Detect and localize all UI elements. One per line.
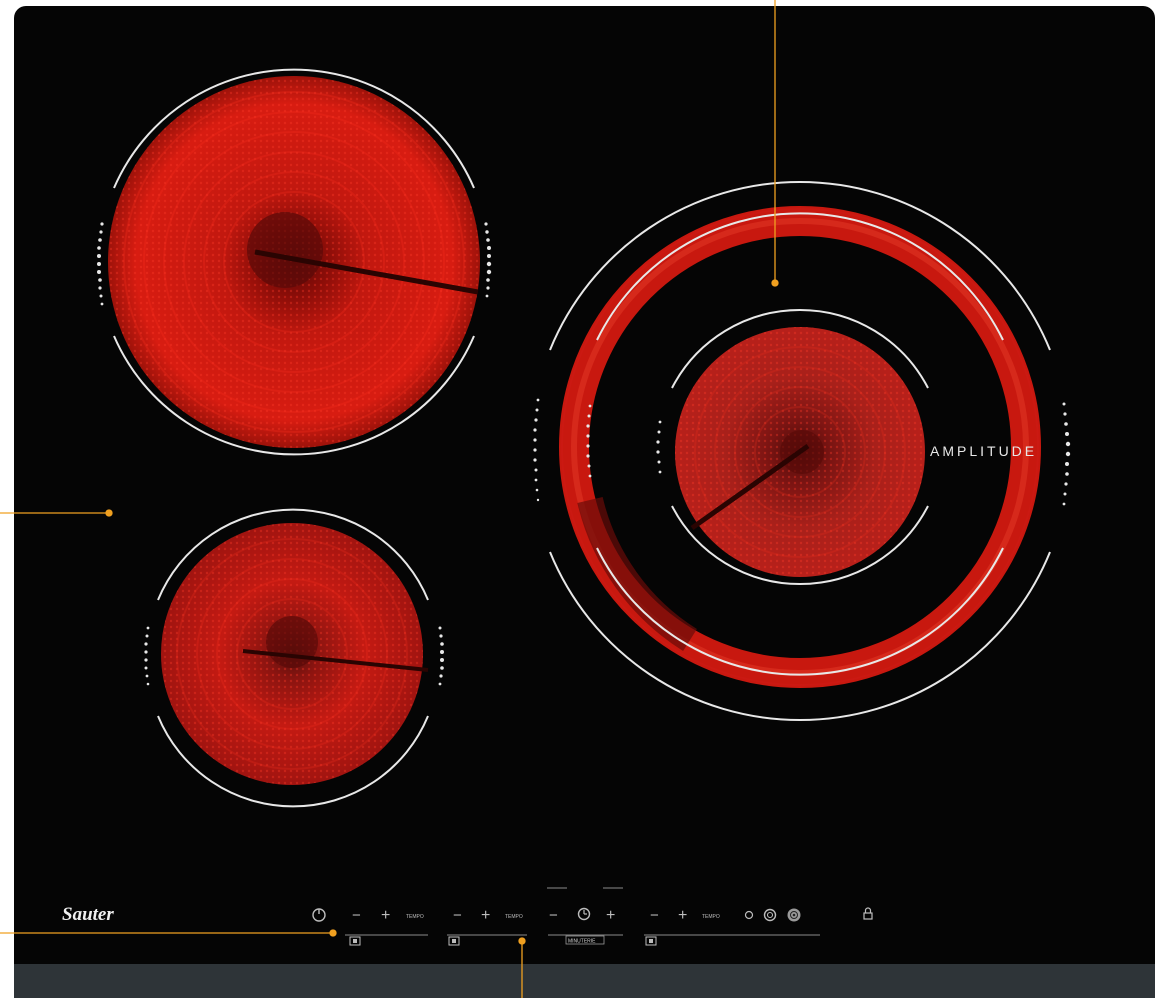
heat-level-dots-outer-left (533, 398, 540, 502)
bottom-frame-strip (14, 964, 1155, 998)
zone1-tempo-button[interactable]: TEMPO (406, 914, 424, 920)
heat-level-dots-right (1062, 402, 1071, 506)
child-lock-button[interactable] (863, 907, 873, 920)
timer-minus-button[interactable]: − (549, 907, 558, 924)
timer-plus-button[interactable]: + (606, 907, 615, 924)
zone3-tempo-button[interactable]: TEMPO (702, 914, 720, 920)
sensor-probe (254, 249, 479, 295)
zone1-display-icon (349, 936, 361, 946)
sensor-probe (690, 443, 810, 531)
zone3-display-icon (645, 936, 657, 946)
triple-ring-button[interactable] (787, 908, 801, 922)
zone2-minus-button[interactable]: − (453, 907, 462, 924)
heat-level-dots-right (438, 626, 444, 686)
double-ring-button[interactable] (763, 908, 777, 922)
zone2-display-icon (448, 936, 460, 946)
heat-level-dots-left (97, 222, 104, 306)
amplitude-label: AMPLITUDE (930, 443, 1037, 459)
zone2-tempo-button[interactable]: TEMPO (505, 914, 523, 920)
zone1-minus-button[interactable]: − (352, 907, 361, 924)
power-button[interactable] (312, 908, 326, 922)
zone-right-dual: AMPLITUDE (533, 181, 1071, 721)
timer-label-box (565, 935, 605, 945)
callouts (0, 0, 779, 998)
lock-icon (863, 912, 873, 920)
sensor-probe (242, 649, 429, 672)
zone3-plus-button[interactable]: + (678, 907, 687, 924)
timer-label: MINUTERIE (568, 939, 596, 945)
zone-bottom-left (144, 508, 444, 808)
timer-button[interactable] (577, 907, 591, 921)
heat-level-dots-left (144, 626, 150, 686)
zone2-plus-button[interactable]: + (481, 907, 490, 924)
single-ring-button[interactable] (744, 910, 754, 920)
zone1-plus-button[interactable]: + (381, 907, 390, 924)
clock-icon (577, 907, 591, 921)
heat-level-dots-right (484, 222, 492, 298)
control-panel: Sauter − + TEMPO − + TEMPO − (62, 887, 873, 946)
heat-level-dots-middle-left (586, 404, 592, 478)
single-ring-icon (744, 910, 754, 920)
zone-top-left (97, 68, 492, 456)
zone3-minus-button[interactable]: − (650, 907, 659, 924)
heat-level-dots-inner-left (656, 420, 662, 474)
brand-logo: Sauter (62, 904, 114, 925)
double-ring-icon (763, 908, 777, 922)
